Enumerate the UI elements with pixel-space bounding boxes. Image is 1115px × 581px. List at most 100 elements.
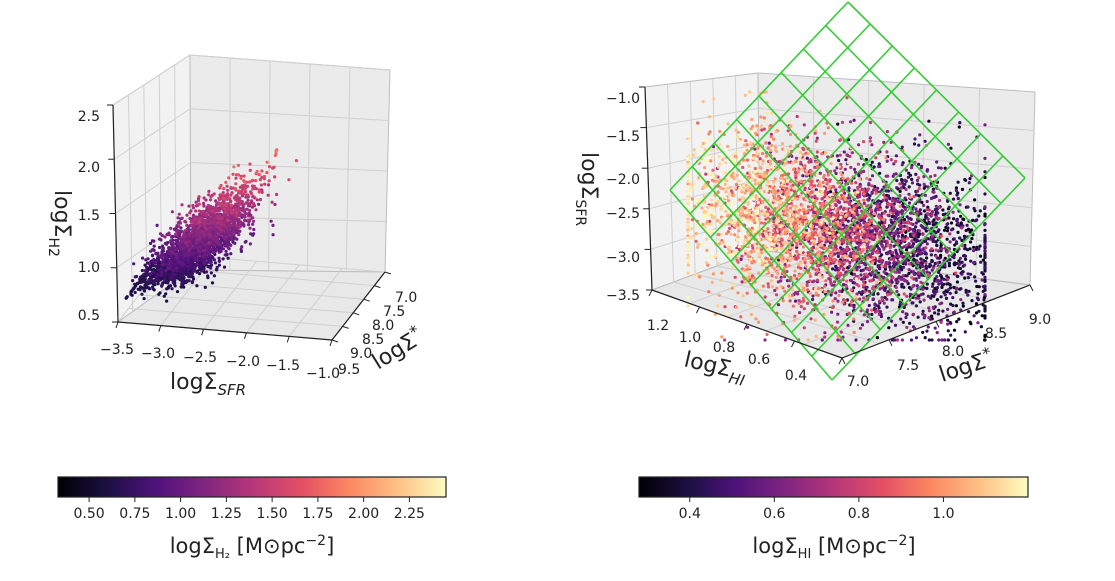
left-scatter-point <box>189 243 194 247</box>
right-scatter-point <box>793 291 798 295</box>
left-z-tick-1: 1.0 <box>78 260 100 276</box>
right-scatter-point <box>980 271 984 275</box>
right-scatter-point <box>933 292 937 296</box>
left-scatter-point <box>158 237 162 241</box>
right-scatter-point <box>983 233 987 237</box>
left-scatter-point <box>179 275 183 279</box>
right-scatter-point <box>894 159 898 163</box>
left-scatter-point <box>174 232 178 236</box>
right-scatter-point <box>882 193 886 197</box>
right-scatter-point <box>917 232 922 236</box>
right-scatter-point <box>832 280 837 284</box>
right-scatter-point <box>924 266 928 270</box>
right-scatter-point <box>952 328 957 332</box>
right-scatter-point <box>901 320 905 324</box>
right-scatter-point <box>969 259 973 263</box>
left-x-tick-5: −1.0 <box>306 366 340 382</box>
right-scatter-point <box>871 297 876 301</box>
right-scatter-point <box>889 218 893 222</box>
right-scatter-point <box>900 163 904 167</box>
right-scatter-point <box>880 244 885 248</box>
right-scatter-point <box>945 282 949 286</box>
left-scatter-point <box>167 246 171 250</box>
left-scatter-point <box>243 188 247 192</box>
right-scatter-point <box>838 289 842 293</box>
right-scatter-point <box>948 191 952 195</box>
right-scatter-point <box>973 198 977 202</box>
right-scatter-point <box>945 222 949 226</box>
right-scatter-point <box>933 173 937 178</box>
right-scatter-point <box>891 251 895 255</box>
left-scatter-point <box>203 212 208 216</box>
right-scatter-point <box>951 303 955 308</box>
left-scatter-point <box>246 218 250 222</box>
right-scatter-point <box>909 166 914 170</box>
right-scatter-point <box>901 265 906 269</box>
left-scatter-point <box>163 278 167 282</box>
right-scatter-point <box>785 269 789 274</box>
left-scatter-point <box>155 223 159 227</box>
left-scatter-point <box>158 232 163 236</box>
left-scatter-point <box>152 244 156 248</box>
right-scatter-point <box>983 123 987 127</box>
right-scatter-point <box>961 304 965 308</box>
right-scatter-point <box>921 309 925 313</box>
right-scatter-point <box>881 223 885 227</box>
left-scatter-point <box>146 279 151 283</box>
left-scatter-point <box>209 271 213 275</box>
left-z-tick-3: 2.0 <box>78 160 100 176</box>
left-scatter-point <box>216 232 220 236</box>
left-scatter-point <box>206 203 210 208</box>
right-scatter-point <box>878 230 882 234</box>
left-scatter-point <box>269 219 273 223</box>
right-scatter-point <box>828 278 832 282</box>
right-scatter-point <box>793 299 798 303</box>
right-scatter-point <box>896 280 900 284</box>
right-scatter-point <box>820 338 824 342</box>
right-scatter-point <box>969 240 973 244</box>
right-scatter-point <box>823 331 827 335</box>
right-scatter-point <box>908 321 912 325</box>
right-scatter-point <box>900 285 904 289</box>
right-scatter-point <box>958 236 962 240</box>
left-scatter-point <box>183 229 187 233</box>
right-scatter-point <box>935 215 939 219</box>
right-scatter-point <box>806 301 810 305</box>
left-scatter-point <box>148 287 152 291</box>
right-scatter-point <box>895 178 899 183</box>
left-scatter-point <box>167 262 171 266</box>
right-scatter-point <box>870 312 874 316</box>
left-scatter-point <box>144 258 148 262</box>
right-scatter-point <box>857 143 861 147</box>
right-scatter-point <box>867 289 872 293</box>
left-scatter-point <box>167 233 171 237</box>
right-scatter-point <box>876 199 881 203</box>
right-scatter-point <box>835 154 840 158</box>
left-scatter-point <box>200 269 204 273</box>
right-scatter-point <box>911 228 916 233</box>
right-scatter-point <box>983 252 987 257</box>
right-scatter-point <box>963 257 968 261</box>
right-scatter-point <box>767 141 771 145</box>
left-scatter-point <box>211 243 215 247</box>
left-scatter-point <box>158 255 163 259</box>
right-scatter-point <box>826 190 830 195</box>
right-scatter-point <box>962 234 967 238</box>
left-scatter-point <box>222 207 226 211</box>
left-scatter-point <box>181 273 185 277</box>
left-scatter-point <box>140 268 144 273</box>
left-scatter-point <box>187 204 191 208</box>
right-scatter-point <box>885 261 889 265</box>
left-scatter-point <box>248 180 252 184</box>
right-scatter-point <box>904 248 909 252</box>
right-scatter-point <box>854 236 858 240</box>
left-scatter-point <box>196 259 200 263</box>
right-scatter-point <box>840 239 844 243</box>
right-scatter-point <box>980 278 984 282</box>
right-scatter-point <box>849 303 854 307</box>
left-scatter-point <box>165 242 169 246</box>
left-scatter-point <box>174 266 179 270</box>
right-scatter-point <box>893 217 897 221</box>
left-scatter-point <box>170 287 174 291</box>
